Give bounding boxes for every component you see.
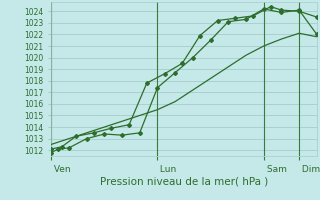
X-axis label: Pression niveau de la mer( hPa ): Pression niveau de la mer( hPa ) — [100, 177, 268, 187]
